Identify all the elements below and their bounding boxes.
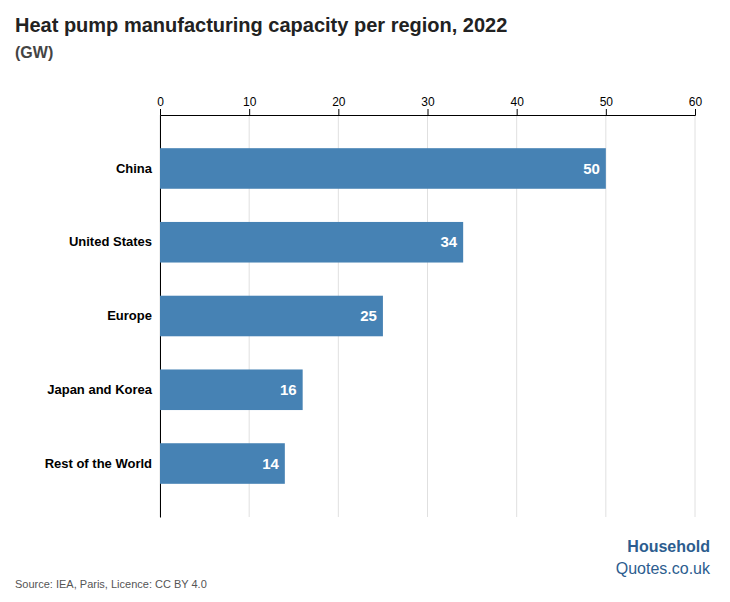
data-label: 16 (280, 381, 297, 398)
x-tick-mark (249, 109, 250, 115)
bar (160, 222, 463, 263)
y-tick: China (116, 161, 153, 176)
y-tick-label: United States (69, 234, 152, 249)
x-axis-line (161, 109, 696, 116)
bar (160, 148, 606, 189)
data-label: 25 (360, 307, 377, 324)
x-tick-mark (517, 109, 518, 115)
chart: Heat pump manufacturing capacity per reg… (0, 0, 730, 602)
y-tick-label: Japan and Korea (47, 382, 153, 397)
bar (160, 296, 383, 337)
y-tick: Rest of the World (45, 456, 152, 471)
subtitle: (GW) (15, 44, 53, 61)
y-tick: United States (69, 234, 152, 249)
y-tick: Japan and Korea (47, 382, 153, 397)
y-tick: Europe (107, 308, 152, 323)
grid-line (695, 115, 696, 517)
data-label: 34 (440, 233, 457, 250)
logo-text: Quotes.co.uk (616, 560, 711, 577)
title: Heat pump manufacturing capacity per reg… (15, 14, 507, 36)
x-tick: 10 (243, 95, 257, 115)
source: Source: IEA, Paris, Licence: CC BY 4.0 (15, 578, 207, 590)
x-tick-mark (428, 109, 429, 115)
x-tick-label: 20 (332, 95, 346, 109)
bar (160, 443, 285, 484)
x-tick: 40 (510, 95, 524, 115)
data-label: 14 (262, 455, 279, 472)
x-tick: 60 (689, 95, 703, 115)
data-label: 50 (583, 160, 600, 177)
logo-text: Household (627, 538, 710, 555)
grid (160, 115, 695, 517)
x-tick-mark (606, 109, 607, 115)
y-tick-label: China (116, 161, 153, 176)
x-tick-label: 50 (600, 95, 614, 109)
x-tick: 50 (600, 95, 614, 115)
x-tick-label: 60 (689, 95, 703, 109)
x-axis: 0 10 20 30 40 50 60 (157, 95, 702, 116)
x-tick-mark (338, 109, 339, 115)
x-tick-mark (695, 109, 696, 115)
data-labels: 50 34 25 16 14 (262, 160, 600, 472)
x-tick: 30 (421, 95, 435, 115)
x-tick-label: 40 (510, 95, 524, 109)
x-tick-label: 0 (157, 95, 164, 109)
y-tick-label: Rest of the World (45, 456, 152, 471)
bar (160, 369, 303, 410)
x-tick: 20 (332, 95, 346, 115)
x-tick-label: 30 (421, 95, 435, 109)
bars (160, 148, 606, 484)
x-tick: 0 (157, 95, 164, 115)
x-tick-mark (160, 109, 161, 115)
y-axis: China United States Europe Japan and Korea R… (45, 116, 161, 518)
plot: 0 10 20 30 40 50 60 China United States Europe Jap… (45, 95, 703, 518)
x-tick-label: 10 (243, 95, 257, 109)
y-tick-label: Europe (107, 308, 152, 323)
